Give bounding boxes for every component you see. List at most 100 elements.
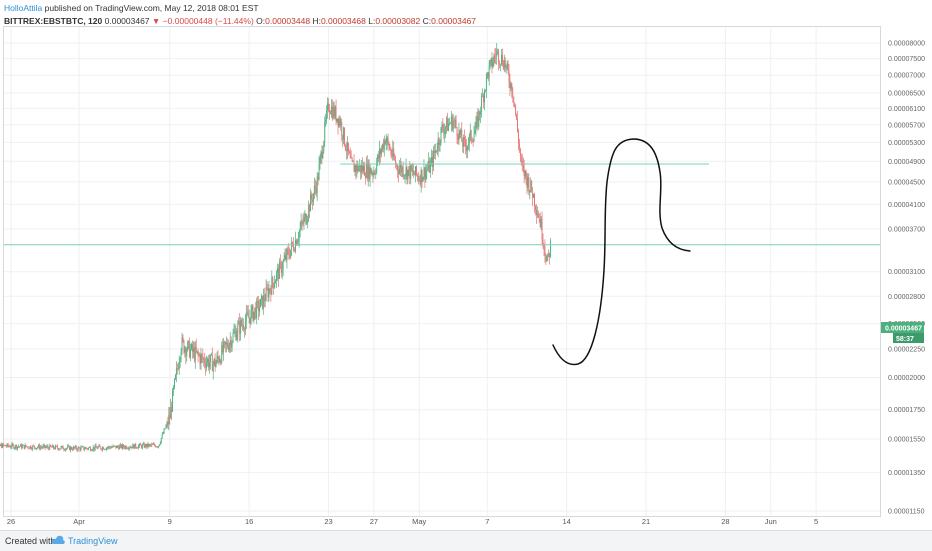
forecast-path[interactable] — [553, 139, 690, 365]
candle — [49, 444, 50, 450]
candle — [309, 203, 310, 218]
candle — [90, 446, 91, 451]
candle — [510, 81, 511, 91]
candle — [97, 446, 98, 449]
candle — [387, 136, 388, 150]
candle — [28, 446, 29, 450]
candle — [545, 253, 546, 264]
candle — [478, 109, 479, 130]
candle — [237, 320, 238, 342]
candle — [192, 340, 193, 358]
candle — [434, 144, 435, 159]
price-chart[interactable]: 0.000080000.000075000.000070000.00006500… — [0, 0, 932, 530]
candle — [273, 283, 274, 295]
candle — [429, 157, 430, 173]
candle — [189, 337, 190, 358]
candle — [176, 361, 177, 382]
candle — [421, 167, 422, 193]
candle — [127, 447, 128, 449]
candle — [408, 166, 409, 176]
candle — [430, 158, 431, 178]
candle — [442, 118, 443, 132]
candle — [213, 361, 214, 380]
candlestick-series — [0, 43, 551, 452]
candle — [340, 117, 341, 131]
candle — [349, 150, 350, 154]
candle — [29, 446, 30, 449]
candle — [79, 446, 80, 448]
candle — [166, 421, 167, 428]
candle — [231, 336, 232, 352]
candle — [70, 446, 71, 453]
candle — [424, 159, 425, 180]
candle — [122, 443, 123, 450]
candle — [105, 448, 106, 449]
candle — [218, 350, 219, 363]
candle — [365, 172, 366, 184]
candle — [169, 407, 170, 425]
candle — [118, 445, 119, 450]
candle — [73, 445, 74, 450]
last-price-badge-text: 0.00003467 — [885, 326, 922, 333]
candle — [99, 444, 100, 447]
candle — [235, 324, 236, 338]
candle — [149, 443, 150, 446]
freehand-drawing[interactable] — [553, 139, 690, 365]
candle — [190, 344, 191, 362]
candle — [163, 432, 164, 435]
candle — [304, 210, 305, 222]
candle — [227, 338, 228, 349]
y-tick-label: 0.00001750 — [888, 407, 925, 414]
candle — [154, 443, 155, 446]
candle — [224, 341, 225, 348]
candle — [418, 172, 419, 184]
candle — [142, 443, 143, 449]
candle — [214, 358, 215, 366]
price-axis[interactable]: 0.000080000.000075000.000070000.00006500… — [888, 41, 925, 516]
candle — [177, 364, 178, 375]
candle — [7, 443, 8, 447]
candle — [321, 145, 322, 165]
candle — [367, 155, 368, 181]
candle — [274, 275, 275, 289]
candle — [275, 279, 276, 283]
candle — [62, 446, 63, 448]
candle — [472, 137, 473, 143]
candle — [522, 154, 523, 171]
candle — [502, 49, 503, 67]
candle — [488, 72, 489, 81]
candle — [384, 135, 385, 156]
candle — [437, 143, 438, 155]
candle — [330, 110, 331, 114]
y-tick-label: 0.00004900 — [888, 159, 925, 166]
candle — [269, 281, 270, 301]
candle — [13, 444, 14, 449]
candle — [132, 447, 133, 450]
candle — [83, 446, 84, 450]
candle — [43, 444, 44, 449]
candle — [255, 302, 256, 320]
candle — [226, 337, 227, 353]
candle — [89, 446, 90, 448]
candle — [180, 357, 181, 368]
candle — [137, 447, 138, 449]
candle — [407, 170, 408, 184]
candle — [499, 60, 500, 68]
candle — [201, 353, 202, 363]
candle — [289, 248, 290, 260]
candle — [172, 388, 173, 412]
x-tick-label: Apr — [73, 517, 85, 526]
candle — [147, 444, 148, 448]
candle — [311, 191, 312, 204]
candle — [108, 446, 109, 450]
tradingview-brand-link[interactable]: TradingView — [68, 536, 118, 546]
candle — [530, 177, 531, 192]
candle — [376, 158, 377, 175]
candle — [419, 176, 420, 182]
candle — [271, 270, 272, 295]
candle — [456, 115, 457, 128]
y-tick-label: 0.00006500 — [888, 91, 925, 98]
candle — [66, 448, 67, 451]
candle — [398, 165, 399, 182]
